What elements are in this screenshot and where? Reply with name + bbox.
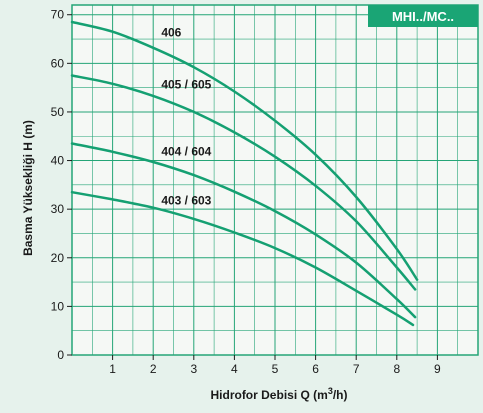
curve-labels: 406 405 / 605 404 / 604 403 / 603 [161,26,211,208]
x-axis-title: Hidrofor Debisi Q (m3/h) [210,386,347,402]
x-axis-title-sup: 3 [328,386,333,396]
curve-line [70,190,415,327]
curve-label: 405 / 605 [161,78,211,92]
y-tick-label: 10 [51,299,65,313]
curve-line [70,20,419,281]
y-axis-title: Basma Yüksekliği H (m) [21,120,35,256]
grid-lines [72,5,478,355]
x-tick-label: 2 [150,362,157,376]
y-tick-label: 70 [51,8,65,22]
badge-label: MHI../MC.. [392,9,454,24]
x-tick-label: 6 [312,362,319,376]
x-tick-label: 7 [353,362,360,376]
x-tick-label: 1 [109,362,116,376]
curves [70,20,419,327]
badge: MHI../MC.. [368,5,478,27]
x-tick-label: 3 [190,362,197,376]
curve-line [70,142,417,319]
y-tick-label: 20 [51,251,65,265]
x-tick-label: 4 [231,362,238,376]
x-axis-title-tail: /h) [333,388,348,402]
x-tick-label: 9 [434,362,441,376]
curve-label: 403 / 603 [161,193,211,207]
tick-labels: 1 2 3 4 5 6 7 8 9 0 10 20 30 40 50 60 70 [51,8,441,376]
curve-label: 404 / 604 [161,145,211,159]
y-tick-label: 30 [51,202,65,216]
x-tick-label: 8 [393,362,400,376]
curve-label: 406 [161,26,181,40]
x-tick-label: 5 [272,362,279,376]
y-tick-label: 60 [51,56,65,70]
x-axis-title-main: Hidrofor Debisi Q (m [210,388,327,402]
y-tick-label: 40 [51,154,65,168]
y-tick-label: 50 [51,105,65,119]
y-tick-label: 0 [57,348,64,362]
curve-line [70,74,417,291]
